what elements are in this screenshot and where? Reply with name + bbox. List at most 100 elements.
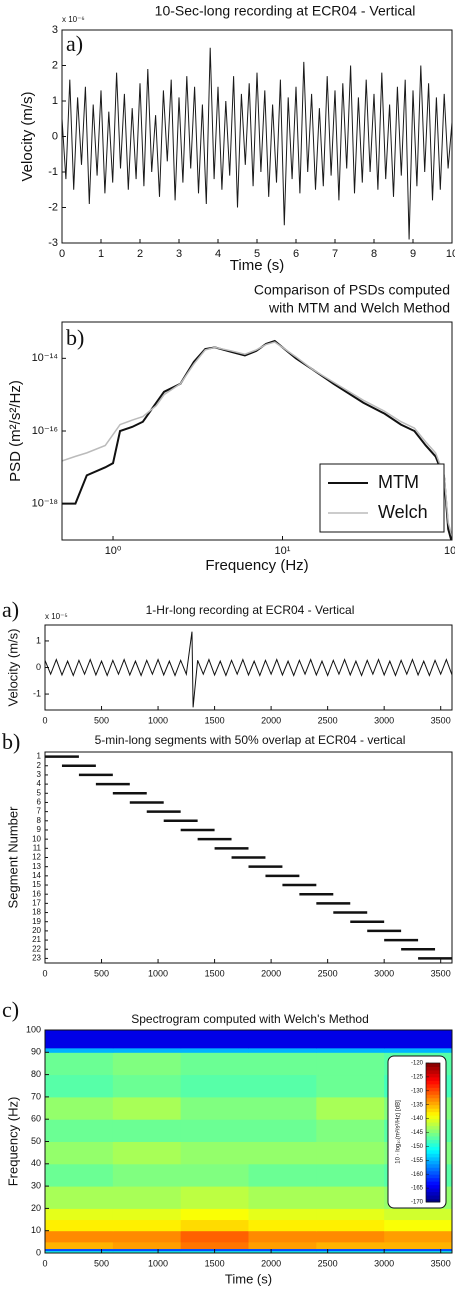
legend: MTM Welch — [319, 463, 445, 533]
colorbar-step — [426, 1118, 440, 1123]
heat-cell — [316, 1030, 385, 1049]
colorbar-step — [426, 1132, 440, 1137]
y-tick-label: 10 — [32, 834, 41, 843]
colorbar-step — [426, 1094, 440, 1099]
colorbar-tick-label: -135 — [411, 1102, 424, 1108]
y-tick-label: 0 — [52, 130, 58, 142]
heat-cell — [45, 1219, 114, 1232]
heat-cell — [45, 1047, 114, 1053]
colorbar-tick-label: -155 — [411, 1158, 424, 1164]
colorbar-step — [426, 1167, 440, 1172]
x-tick-label: 500 — [94, 715, 109, 725]
colorbar-step — [426, 1069, 440, 1074]
x-tick-label: 6 — [293, 248, 299, 260]
colorbar-step — [426, 1063, 440, 1067]
x-tick-label: 3000 — [374, 968, 394, 978]
y-tick-label: 10⁻¹⁸ — [32, 498, 58, 510]
y-tick-label: 10⁻¹⁴ — [32, 352, 59, 364]
heat-cell — [316, 1047, 385, 1053]
y-tick-label: 19 — [32, 917, 41, 926]
x-tick-label: 1000 — [148, 1258, 168, 1268]
y-tick-label: 30 — [31, 1180, 41, 1190]
heat-cell — [384, 1248, 452, 1252]
x-tick-label: 3500 — [431, 968, 451, 978]
heat-cell — [248, 1250, 317, 1253]
plot-area — [62, 339, 452, 540]
heat-cell — [180, 1241, 249, 1250]
plot-area — [45, 631, 452, 708]
x-tick-label: 2500 — [318, 968, 338, 978]
x-tick-label: 1500 — [205, 968, 225, 978]
heat-cell — [180, 1119, 249, 1142]
y-tick-label: 1 — [37, 752, 42, 761]
colorbar-step — [426, 1153, 440, 1158]
colorbar-step — [426, 1198, 440, 1203]
y-tick-label: 11 — [33, 843, 42, 852]
y-tick-label: -2 — [48, 201, 58, 213]
colorbar-step — [426, 1122, 440, 1127]
x-tick-label: 10⁰ — [105, 545, 122, 557]
colorbar-step — [426, 1066, 440, 1071]
colorbar-step — [426, 1163, 440, 1168]
chart-title: Spectrogram computed with Welch's Method — [131, 1012, 369, 1026]
x-tick-label: 10¹ — [275, 545, 291, 557]
colorbar-step — [426, 1111, 440, 1116]
plot-area — [62, 47, 452, 240]
x-tick-label: 8 — [371, 248, 377, 260]
heat-cell — [384, 1250, 452, 1253]
panel: Comparison of PSDs computed with MTM and … — [7, 282, 455, 574]
x-tick-label: 3000 — [374, 715, 394, 725]
heat-cell — [248, 1096, 317, 1120]
y-axis-label: Segment Number — [5, 806, 20, 909]
heat-cell — [316, 1186, 385, 1209]
x-tick-label: 2 — [137, 248, 143, 260]
heat-cell — [180, 1141, 249, 1165]
heat-cell — [112, 1047, 182, 1053]
heat-cell — [45, 1248, 114, 1252]
heat-cell — [316, 1052, 385, 1076]
heat-cell — [180, 1052, 249, 1076]
y-tick-label: 50 — [31, 1136, 41, 1146]
y-tick-label: 15 — [32, 880, 41, 889]
heat-cell — [45, 1230, 114, 1243]
y-tick-label: 12 — [32, 853, 41, 862]
x-tick-label: 3 — [176, 248, 182, 260]
x-tick-label: 10² — [444, 545, 455, 557]
y-tick-label: 70 — [31, 1091, 41, 1101]
heat-cell — [45, 1208, 114, 1221]
y-tick-label: -1 — [33, 688, 41, 698]
colorbar-tick-label: -160 — [411, 1172, 424, 1178]
colorbar-step — [426, 1087, 440, 1092]
line-series — [62, 339, 452, 540]
line-series — [62, 341, 452, 534]
heat-cell — [384, 1241, 452, 1250]
heat-cell — [180, 1030, 249, 1049]
axes-frame — [44, 751, 453, 964]
heat-cell — [180, 1208, 249, 1221]
x-tick-label: 0 — [42, 968, 47, 978]
axes-frame — [44, 624, 453, 711]
colorbar-step — [426, 1149, 440, 1154]
x-tick-label: 2500 — [318, 715, 338, 725]
heat-cell — [384, 1208, 452, 1221]
y-tick-label: 2 — [52, 59, 58, 71]
x-tick-label: 1 — [98, 248, 104, 260]
heat-cell — [180, 1219, 249, 1232]
heat-cell — [316, 1163, 385, 1187]
heat-cell — [112, 1250, 182, 1253]
y-tick-label: 23 — [32, 954, 41, 963]
heat-cell — [248, 1052, 317, 1076]
y-tick-label: 20 — [32, 926, 41, 935]
y-axis-label: PSD (m²/s²/Hz) — [7, 380, 24, 482]
colorbar-step — [426, 1181, 440, 1186]
heat-cell — [248, 1163, 317, 1187]
heat-cell — [316, 1219, 385, 1232]
colorbar-step — [426, 1139, 440, 1144]
heat-cell — [180, 1047, 249, 1053]
heat-cell — [248, 1248, 317, 1252]
panel-label: b) — [2, 729, 20, 754]
heat-cell — [45, 1030, 114, 1049]
heat-cell — [384, 1230, 452, 1243]
legend-label: Welch — [378, 502, 428, 522]
y-tick-label: 40 — [31, 1158, 41, 1168]
